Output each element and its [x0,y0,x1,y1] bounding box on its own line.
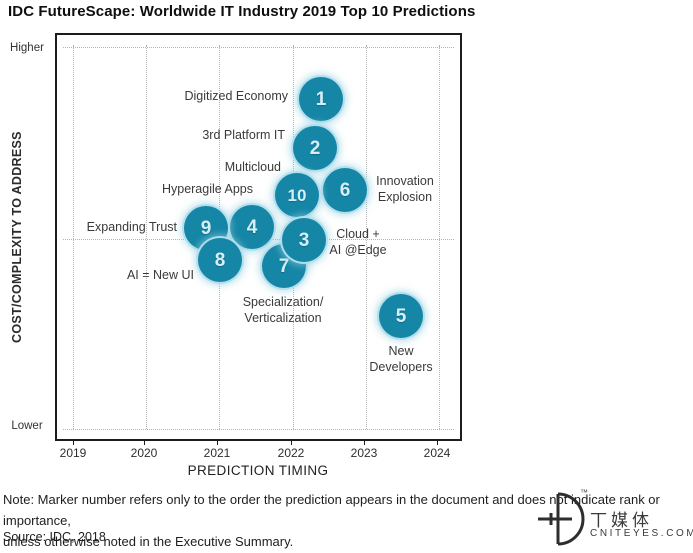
x-tick-2020: 2020 [130,446,158,460]
x-tick-mark-2020 [144,441,145,445]
bubble-8: 8 [198,238,242,282]
bubble-6: 6 [323,168,367,212]
bubble-3-label: Cloud + AI @Edge [329,226,387,257]
y-axis-lower-label: Lower [11,420,43,432]
x-tick-2019: 2019 [59,446,87,460]
trademark-symbol: ™ [580,488,588,497]
bubble-9-label: Expanding Trust [86,219,177,234]
gridline-vertical-2019 [73,45,74,429]
x-tick-mark-2023 [364,441,365,445]
bubble-2-label: 3rd Platform IT [202,127,285,142]
x-tick-2023: 2023 [350,446,378,460]
footnote-line-1: Note: Marker number refers only to the o… [3,492,660,528]
watermark-d-crosshair-icon [538,492,585,546]
x-tick-mark-2024 [437,441,438,445]
x-tick-mark-2022 [291,441,292,445]
bubble-7-label: Specialization/ Verticalization [242,294,324,325]
watermark: ™ 丅媒体 CNITEYES.COM [536,488,693,550]
bubble-4-label: Hyperagile Apps [161,181,253,196]
bubble-1-label: Digitized Economy [184,88,288,103]
bubble-6-label: Innovation Explosion [376,173,434,204]
x-tick-mark-2019 [73,441,74,445]
x-tick-2021: 2021 [203,446,231,460]
x-tick-2022: 2022 [277,446,305,460]
watermark-brand-text: 丅媒体 [590,511,653,531]
bubble-5-label: New Developers [369,343,433,374]
bubble-3: 3 [282,218,326,262]
x-axis-title: PREDICTION TIMING [187,463,329,478]
bubble-1: 1 [299,77,343,121]
x-tick-mark-2021 [217,441,218,445]
source-line: Source: IDC, 2018 [3,530,106,544]
plot-area: 1 Digitized Economy 2 3rd Platform IT 3 Cloud… [55,33,462,441]
gridline-horizontal-top [63,47,454,48]
gridline-horizontal-bottom [63,429,454,430]
y-axis-title: COST/COMPLEXITY TO ADDRESS [10,131,24,343]
x-tick-2024: 2024 [423,446,451,460]
bubble-10-label: Multicloud [224,159,281,174]
bubble-10: 10 [275,173,319,217]
footnote: Note: Marker number refers only to the o… [3,489,693,552]
bubble-8-label: AI = New UI [126,267,194,282]
bubble-4: 4 [230,205,274,249]
y-axis-higher-label: Higher [10,42,44,54]
chart-title: IDC FutureScape: Worldwide IT Industry 2… [8,3,476,20]
gridline-vertical-2020 [146,45,147,429]
gridline-vertical-2024 [439,45,440,429]
bubble-2: 2 [293,126,337,170]
footnote-line-2: unless otherwise noted in the Executive … [3,534,294,549]
watermark-site-url: CNITEYES.COM [590,528,693,539]
bubble-5: 5 [379,294,423,338]
gridline-vertical-2023 [366,45,367,429]
